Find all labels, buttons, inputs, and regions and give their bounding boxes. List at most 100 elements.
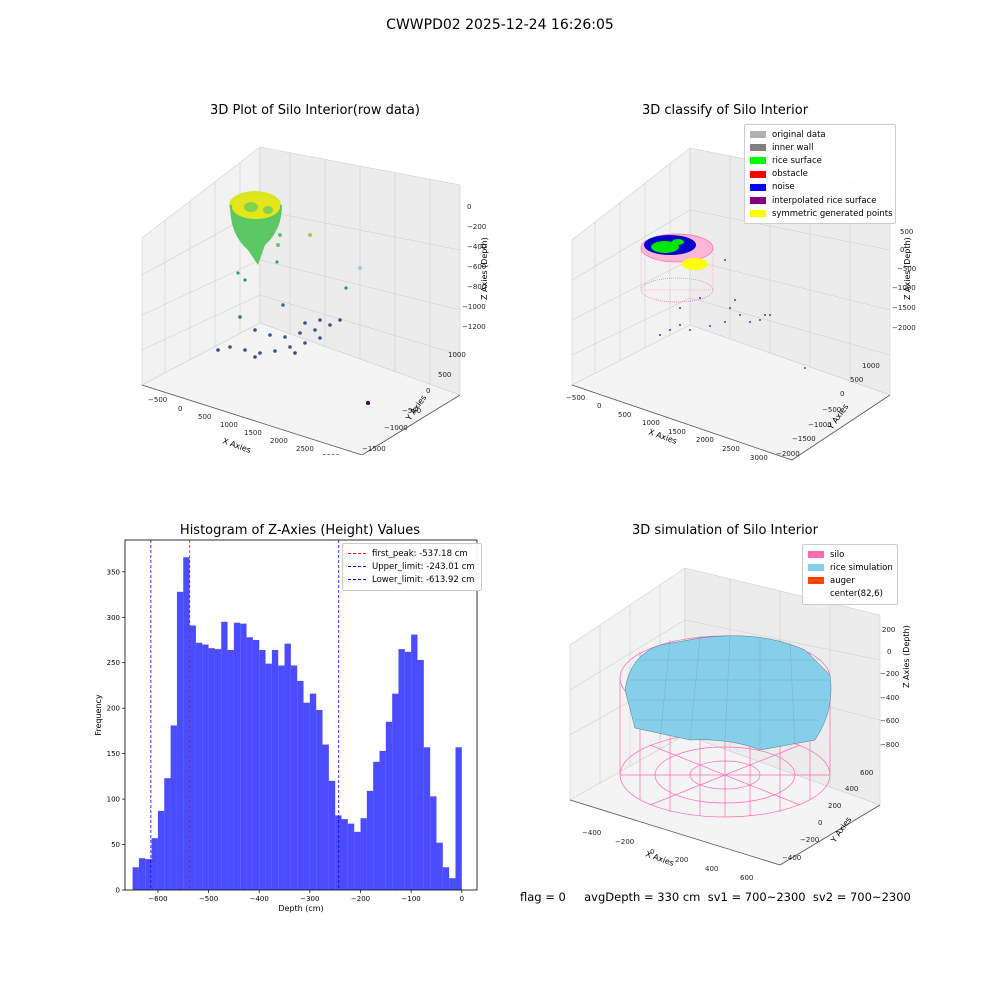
histogram-bar [233, 622, 241, 890]
legend-item: Lower_limit: -613.92 cm [348, 573, 476, 586]
histogram-bar [423, 747, 431, 890]
svg-text:−1500: −1500 [362, 445, 386, 453]
svg-text:2500: 2500 [722, 445, 740, 453]
raw-surface-points [229, 191, 282, 265]
svg-text:−800: −800 [467, 283, 486, 291]
histogram-bar [328, 780, 336, 890]
svg-text:600: 600 [860, 769, 873, 777]
svg-text:0: 0 [178, 405, 182, 413]
svg-text:3000: 3000 [322, 453, 340, 455]
histogram-bar [442, 867, 450, 890]
x-tick-label: 0 [460, 895, 464, 903]
histogram-y-ticks: 0 50 100 150 200 250 300 350 [107, 568, 125, 895]
svg-text:200: 200 [828, 802, 841, 810]
noise-points [659, 259, 806, 369]
histogram-bar [297, 680, 304, 890]
svg-text:−500: −500 [822, 406, 841, 414]
histogram-frame [124, 539, 478, 891]
histogram-bar [195, 642, 203, 890]
histogram-bar [183, 557, 190, 890]
svg-text:−500: −500 [897, 265, 916, 273]
svg-text:−400: −400 [467, 243, 486, 251]
svg-text:−600: −600 [880, 717, 899, 725]
svg-text:−200: −200 [467, 223, 486, 231]
svg-text:0: 0 [426, 387, 430, 395]
histogram-bar [379, 750, 386, 890]
histogram-bar [449, 878, 456, 890]
panel1-zlabel: Z Axies (Depth) [480, 237, 489, 300]
svg-text:0: 0 [650, 848, 654, 856]
svg-text:−400: −400 [582, 829, 601, 837]
svg-text:−1200: −1200 [462, 323, 486, 331]
histogram-bar [309, 693, 317, 890]
histogram-bar [303, 702, 310, 890]
histogram-bar [392, 693, 399, 890]
histogram-bar [278, 665, 285, 890]
histogram-bar [145, 859, 152, 890]
panel1-title: 3D Plot of Silo Interior(row data) [210, 103, 420, 118]
svg-text:−200: −200 [800, 836, 819, 844]
histogram-bar [436, 842, 443, 890]
svg-text:500: 500 [198, 413, 211, 421]
legend-item: Upper_limit: -243.01 cm [348, 560, 476, 573]
panel2-legend: original data inner wall rice surface ob… [744, 124, 896, 225]
svg-text:−1000: −1000 [808, 421, 832, 429]
histogram-bar [360, 818, 367, 890]
svg-text:1000: 1000 [642, 419, 660, 427]
svg-text:200: 200 [675, 856, 688, 864]
raw-floor-points [216, 233, 370, 405]
classified-silo [640, 233, 714, 303]
histogram-bar [138, 858, 146, 890]
histogram-bar [227, 650, 234, 890]
histogram-reference-lines [150, 540, 340, 890]
panel1-xlabel: X Axies [221, 436, 252, 455]
histogram-bar [341, 819, 348, 890]
histogram-bars [132, 557, 462, 890]
svg-text:200: 200 [882, 626, 895, 634]
panel4-title: 3D simulation of Silo Interior [632, 523, 818, 538]
svg-text:500: 500 [438, 371, 451, 379]
histogram-bar [132, 867, 139, 890]
histogram-legend: first_peak: -537.18 cm Upper_limit: -243… [342, 543, 482, 591]
legend-item: first_peak: -537.18 cm [348, 547, 476, 560]
svg-text:400: 400 [705, 865, 718, 873]
histogram-bar [202, 644, 209, 890]
svg-text:0: 0 [467, 203, 471, 211]
histogram-ylabel: Frequency [94, 694, 103, 736]
histogram-bar [316, 710, 323, 890]
histogram-chart: −600 −500 −400 −300 −200 −100 0 0 50 100 150 200 25… [94, 539, 478, 913]
y-tick-label: 100 [107, 796, 120, 804]
svg-text:0: 0 [840, 390, 844, 398]
histogram-bar [455, 747, 462, 890]
svg-text:0: 0 [900, 246, 904, 254]
histogram-x-ticks: −600 −500 −400 −300 −200 −100 0 [148, 890, 464, 903]
panel4-legend: silo rice simulation auger center(82,6) [802, 544, 898, 605]
x-tick-label: −400 [250, 895, 269, 903]
figure-title: CWWPD02 2025-12-24 16:26:05 [386, 17, 614, 33]
svg-text:600: 600 [740, 874, 753, 880]
rice-simulation-surface [624, 635, 832, 751]
x-tick-label: −200 [351, 895, 370, 903]
rice-surface-mesh [630, 635, 830, 748]
y-tick-label: 350 [107, 568, 120, 576]
histogram-bar [214, 649, 222, 890]
legend-item: noise [750, 181, 890, 194]
y-tick-label: 300 [107, 614, 120, 622]
histogram-bar [347, 823, 355, 890]
histogram-bar [385, 721, 393, 890]
histogram-bar [417, 660, 424, 890]
histogram-bar [221, 621, 228, 890]
svg-text:400: 400 [845, 785, 858, 793]
histogram-bar [164, 778, 171, 890]
histogram-bar [259, 650, 266, 890]
histogram-bar [246, 637, 253, 890]
svg-text:−1000: −1000 [892, 284, 916, 292]
svg-text:−400: −400 [782, 854, 801, 862]
x-tick-label: −600 [148, 895, 167, 903]
svg-text:500: 500 [850, 376, 863, 384]
legend-item: rice simulation [808, 561, 893, 574]
